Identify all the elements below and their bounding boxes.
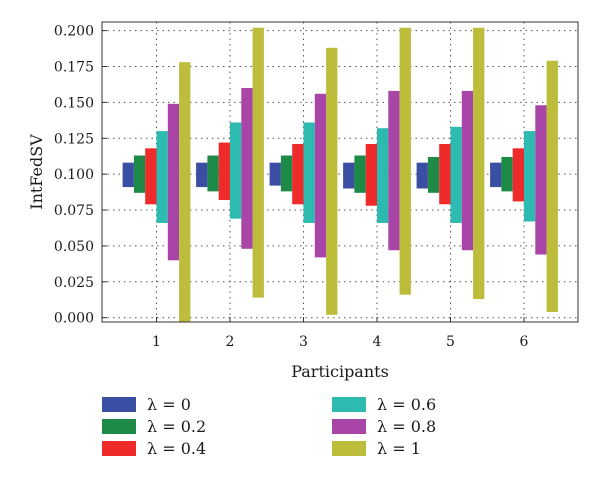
y-tick-label: 0.175 xyxy=(54,59,94,75)
y-tick-label: 0.050 xyxy=(54,239,94,255)
bar xyxy=(512,148,524,202)
bar xyxy=(416,162,428,189)
bar xyxy=(490,162,502,188)
bar xyxy=(326,47,338,315)
bar xyxy=(252,27,264,298)
x-tick-label: 1 xyxy=(152,334,161,350)
plot-frame xyxy=(101,21,579,323)
bar xyxy=(439,144,451,205)
y-tick-label: 0.025 xyxy=(54,275,94,291)
x-tick-label: 3 xyxy=(299,334,308,350)
legend-label: λ = 0.2 xyxy=(147,417,206,436)
legend-label: λ = 1 xyxy=(377,439,421,458)
legend: λ = 0 λ = 0.2 λ = 0.4 λ = 0.6 λ = 0.8 λ = 1 xyxy=(102,395,436,458)
y-tick-label: 0.125 xyxy=(54,131,94,147)
bar xyxy=(303,122,315,223)
bar xyxy=(292,144,304,205)
x-tick-label: 2 xyxy=(226,334,235,350)
bar xyxy=(343,162,355,189)
bar xyxy=(218,142,230,200)
legend-swatch xyxy=(102,419,136,434)
legend-label: λ = 0.6 xyxy=(377,395,436,414)
y-axis-title: IntFedSV xyxy=(27,134,46,210)
bar xyxy=(399,27,411,295)
bar xyxy=(450,126,462,223)
legend-label: λ = 0.8 xyxy=(377,417,436,436)
y-tick-label: 0.100 xyxy=(54,167,94,183)
bar xyxy=(207,155,219,192)
legend-swatch xyxy=(102,397,136,412)
bar xyxy=(241,88,253,249)
bar xyxy=(196,162,208,188)
bar xyxy=(501,156,513,192)
legend-swatch xyxy=(332,397,366,412)
bar xyxy=(365,144,377,206)
bar xyxy=(122,162,134,188)
bar xyxy=(546,60,558,312)
bar xyxy=(354,155,366,193)
bar xyxy=(427,156,440,193)
bar xyxy=(461,90,474,251)
x-tick-label: 6 xyxy=(520,334,529,350)
x-axis-title: Participants xyxy=(291,362,389,381)
bar xyxy=(388,90,400,251)
bar xyxy=(535,105,547,255)
bar xyxy=(524,131,536,222)
bar xyxy=(473,27,485,300)
bar xyxy=(314,93,327,258)
legend-label: λ = 0.4 xyxy=(147,439,206,458)
bar xyxy=(179,62,191,323)
bar xyxy=(133,155,146,193)
bars xyxy=(122,27,558,323)
y-tick-label: 0.075 xyxy=(54,203,94,219)
x-tick-label: 4 xyxy=(373,334,382,350)
legend-label: λ = 0 xyxy=(147,395,191,414)
y-tick-label: 0.150 xyxy=(54,95,94,111)
bar xyxy=(230,122,242,219)
bar xyxy=(280,155,293,192)
legend-swatch xyxy=(332,441,366,456)
axis-ticks: 0.000 0.025 0.050 0.075 0.100 0.125 0.150 0.175… xyxy=(54,24,529,350)
legend-swatch xyxy=(102,441,136,456)
bar xyxy=(156,131,168,223)
bar xyxy=(145,148,157,205)
bar xyxy=(269,162,281,186)
y-tick-label: 0.200 xyxy=(54,24,94,40)
bar xyxy=(377,128,389,223)
bar xyxy=(167,103,180,261)
x-tick-label: 5 xyxy=(446,334,455,350)
y-tick-label: 0.000 xyxy=(54,311,94,327)
legend-swatch xyxy=(332,419,366,434)
